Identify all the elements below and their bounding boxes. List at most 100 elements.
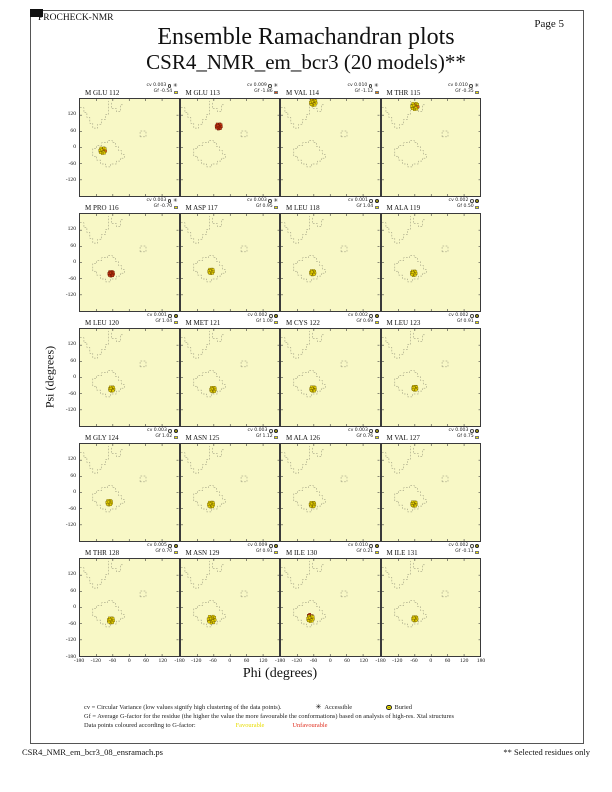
footer-note: ** Selected residues only [503, 747, 590, 757]
model-point [100, 148, 104, 152]
model-point [412, 616, 415, 620]
beta-region-notch-contour [111, 332, 124, 342]
gf-value: Gf 0.76 [356, 434, 374, 440]
cv-value: cv 0.003 [448, 428, 469, 433]
cv-dial-icon [268, 314, 273, 318]
y-axis-tick-label: 120 [67, 341, 76, 347]
model-data-points [214, 122, 223, 131]
subplot-plot-area [79, 443, 180, 542]
y-axis-tick-label: -120 [65, 637, 76, 643]
y-axis-tick-label: -60 [68, 160, 76, 167]
gf-value: Gf 0.95 [255, 204, 273, 210]
y-axis-tick-label: -120 [65, 407, 76, 413]
ramachandran-subplot: M VAL 127 cv 0.003 Gf 0.75 [380, 427, 481, 542]
model-data-points [206, 267, 215, 275]
gf-line: Gf 0.21 [348, 549, 379, 555]
model-data-points [98, 146, 107, 155]
subplot-header: M CYS 122 cv 0.002 Gf 0.69 [280, 312, 381, 328]
gf-color-swatch [173, 205, 178, 210]
ramachandran-plot-svg [180, 99, 279, 196]
subplot-plot-area [280, 98, 381, 197]
y-axis-tick-label: -120 [65, 177, 76, 183]
subplot-plot-area [380, 443, 481, 542]
ramachandran-grid: M GLU 112 cv 0.003 ✳ Gf -0.54 [79, 82, 481, 657]
model-point [111, 274, 114, 278]
subplot-annotation: cv 0.003 Gf 1.12 [248, 428, 278, 441]
beta-region-notch-contour [211, 217, 224, 227]
allowed-region-contours [180, 215, 247, 283]
cv-value: cv 0.002 [348, 313, 368, 318]
cv-line: cv 0.002 [348, 313, 379, 319]
ramachandran-subplot: M PRO 116 cv 0.003 ✳ Gf -0.70 [79, 197, 180, 312]
buried-icon [386, 704, 392, 710]
beta-region-notch-contour [412, 102, 425, 112]
allowed-region-contours [381, 215, 448, 283]
ramachandran-plot-svg [80, 329, 179, 426]
subplot-header: M GLU 112 cv 0.003 ✳ Gf -0.54 [79, 82, 180, 98]
page-border [30, 10, 584, 744]
legend-cv-text: cv = Circular Variance (low values signi… [84, 704, 282, 711]
x-axis-tick-label: 120 [460, 658, 469, 664]
gf-line: Gf -1.12 [347, 89, 379, 95]
page-title: Ensemble Ramachandran plots [157, 24, 455, 50]
ramachandran-plot-svg [381, 444, 480, 541]
beta-region-contour [381, 330, 411, 359]
gf-color-swatch [274, 90, 278, 95]
model-point [414, 388, 417, 392]
gf-line: Gf 0.75 [449, 434, 479, 440]
allowed-region-contours [281, 330, 348, 398]
ramachandran-plot-svg [281, 329, 380, 426]
accessible-icon: ✳ [315, 703, 322, 711]
allowed-region-contours [381, 445, 448, 513]
gf-line: Gf -0.54 [146, 89, 178, 95]
buried-icon [173, 544, 178, 549]
x-axis-tick-label: -60 [209, 658, 217, 664]
cv-dial-icon [168, 429, 172, 433]
left-handed-alpha-contour [441, 590, 448, 598]
frame-ticks [180, 329, 279, 426]
model-point [415, 103, 419, 106]
beta-region-contour [281, 445, 310, 474]
y-axis-tick-label: 60 [70, 357, 76, 364]
x-axis-tick-label: 120 [158, 658, 167, 664]
ramachandran-subplot: M ASP 117 cv 0.003 ✳ Gf 0.95 [179, 197, 280, 312]
subplot-annotation: cv 0.003 Gf 0.75 [449, 428, 479, 441]
gf-value: Gf 0.70 [155, 549, 173, 555]
alpha-region-contour [394, 485, 427, 513]
ramachandran-subplot: M THR 115 cv 0.010 ✳ Gf -0.35 [380, 82, 481, 197]
model-data-points [208, 386, 217, 394]
model-point [212, 615, 216, 619]
allowed-region-contours [80, 560, 147, 628]
cv-value: cv 0.003 [146, 83, 167, 88]
cv-line: cv 0.003 [348, 428, 379, 434]
y-axis-tick-label: -60 [68, 620, 76, 627]
subplot-plot-area [79, 98, 180, 197]
subplot-header: M THR 128 cv 0.005 Gf 0.70 [79, 542, 180, 558]
allowed-region-contours [80, 445, 147, 513]
cv-dial-icon [469, 544, 474, 548]
model-point [411, 619, 414, 622]
cv-line: cv 0.003 ✳ [146, 198, 177, 204]
legend-favourable-label: Favourable [235, 722, 265, 729]
y-axis-tick-label: 60 [70, 242, 76, 249]
gf-color-swatch [475, 205, 479, 210]
x-axis-tick-label: 180 [476, 658, 486, 664]
cv-value: cv 0.002 [448, 313, 469, 318]
subplot-header: M PRO 116 cv 0.003 ✳ Gf -0.70 [79, 197, 180, 213]
gf-value: Gf 0.50 [456, 204, 474, 210]
frame-ticks [381, 559, 480, 656]
cv-value: cv 0.002 [448, 543, 469, 548]
left-handed-alpha-contour [340, 130, 348, 138]
alpha-region-contour [293, 370, 326, 398]
legend-line-cv: cv = Circular Variance (low values signi… [84, 703, 564, 712]
model-point [309, 103, 313, 106]
y-axis-tick-label: -60 [68, 505, 76, 512]
cv-value: cv 0.009 [246, 83, 267, 88]
model-point [213, 618, 216, 622]
subplot-annotation: cv 0.010 ✳ Gf -1.12 [347, 83, 379, 96]
beta-region-contour [381, 560, 411, 589]
left-handed-alpha-contour [340, 590, 348, 598]
residue-label: M MET 121 [185, 319, 221, 327]
model-data-points [105, 499, 113, 507]
model-point [207, 615, 211, 618]
